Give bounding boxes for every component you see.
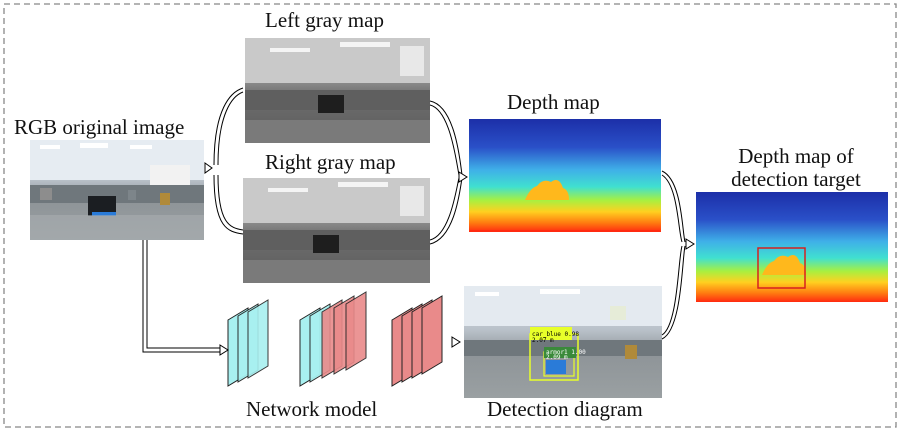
target-depth-map bbox=[696, 192, 888, 302]
left-gray-map bbox=[245, 38, 430, 143]
detection-diagram bbox=[464, 286, 662, 398]
label-left-gray: Left gray map bbox=[265, 8, 384, 32]
arrow-to-network bbox=[219, 344, 229, 356]
label-target-depth-line2: detection target bbox=[731, 167, 861, 191]
rgb-original-image bbox=[30, 140, 204, 240]
tag-car: car_blue 0.98 bbox=[532, 331, 579, 338]
outer-frame bbox=[3, 3, 897, 428]
tag-car-distance: 2.07 m bbox=[532, 337, 554, 344]
depth-map bbox=[469, 119, 661, 232]
arrow-to-detection bbox=[451, 336, 461, 348]
arrowheads bbox=[204, 162, 695, 356]
label-detection: Detection diagram bbox=[487, 397, 643, 421]
target-box bbox=[757, 247, 806, 289]
label-depth: Depth map bbox=[507, 90, 600, 114]
label-right-gray: Right gray map bbox=[265, 150, 396, 174]
label-network: Network model bbox=[246, 397, 378, 421]
label-target-depth-line1: Depth map of bbox=[738, 144, 854, 168]
tag-armor-distance: 2.09 m bbox=[546, 354, 568, 361]
label-target-depth: Depth map of detection target bbox=[706, 146, 886, 190]
arrow-to-depth bbox=[458, 171, 468, 183]
label-rgb: RGB original image bbox=[14, 115, 185, 139]
right-gray-map bbox=[243, 178, 430, 283]
tag-armor: armor1 1.00 bbox=[546, 349, 586, 356]
network-model bbox=[227, 291, 443, 387]
arrow-to-gray bbox=[204, 162, 213, 174]
connectors bbox=[142, 87, 686, 353]
arrow-to-target bbox=[685, 238, 695, 250]
